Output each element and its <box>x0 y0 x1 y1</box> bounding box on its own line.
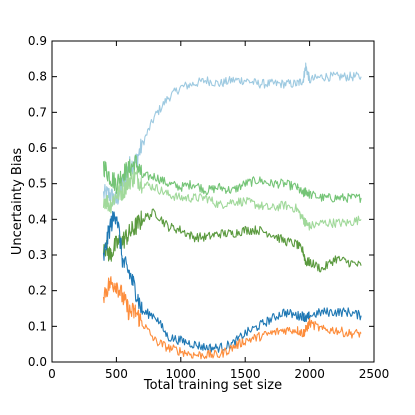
ticks-layer: 0 500 1000 1500 2000 2500 0.0 0.1 0.2 0.3 0.4 0.5 0.… <box>28 34 389 381</box>
plot-frame <box>51 40 375 363</box>
series-line-2 <box>102 154 362 204</box>
y-tick-label: 0.5 <box>28 177 47 191</box>
series-line-3 <box>102 169 362 231</box>
x-tick-label: 0 <box>48 367 56 381</box>
y-tick-label: 0.7 <box>28 105 47 119</box>
series-line-6 <box>102 276 362 360</box>
y-tick-label: 0.0 <box>28 355 47 369</box>
y-tick-label: 0.3 <box>28 248 47 262</box>
y-tick-label: 0.8 <box>28 70 47 84</box>
x-tick-label: 1500 <box>230 367 261 381</box>
y-tick-label: 0.9 <box>28 34 47 48</box>
x-tick-label: 1000 <box>166 367 197 381</box>
x-tick-label: 2000 <box>294 367 325 381</box>
x-tick-label: 500 <box>105 367 128 381</box>
y-tick-label: 0.1 <box>28 319 47 333</box>
x-tick-label: 2500 <box>359 367 390 381</box>
series-layer <box>102 62 362 360</box>
y-tick-label: 0.6 <box>28 141 47 155</box>
y-axis-label: Uncertainty Bias <box>10 148 25 256</box>
y-tick-label: 0.4 <box>28 212 47 226</box>
y-tick-label: 0.2 <box>28 284 47 298</box>
x-axis-label: Total training set size <box>143 378 282 393</box>
series-line-4 <box>102 208 362 273</box>
series-line-1 <box>102 62 362 206</box>
